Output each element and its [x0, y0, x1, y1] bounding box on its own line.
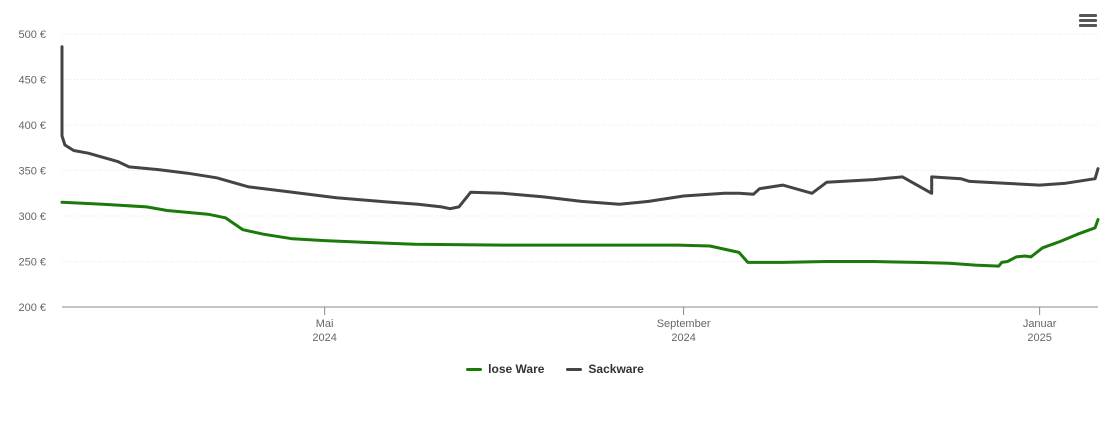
y-tick-label: 500 €	[18, 29, 46, 41]
y-tick-label: 400 €	[18, 120, 46, 132]
series-line-sackware	[60, 45, 1100, 211]
y-tick-label: 300 €	[18, 211, 46, 223]
legend-swatch-lose-ware	[466, 367, 483, 371]
x-axis-labels: Mai 2024 September 2024 Januar 2025	[312, 307, 1057, 344]
y-axis-labels: 200 € 250 € 300 € 350 € 400 € 450 € 500 €	[18, 29, 46, 314]
hamburger-menu-icon[interactable]	[1078, 12, 1098, 32]
chart-legend: lose Ware Sackware	[0, 362, 1110, 376]
y-tick-label: 250 €	[18, 257, 46, 269]
legend-swatch-sackware	[566, 367, 583, 371]
series-line-lose-ware	[60, 200, 1100, 268]
y-tick-label: 200 €	[18, 302, 46, 314]
legend-label-sackware: Sackware	[588, 362, 644, 376]
x-tick-label: 2025	[1027, 332, 1051, 344]
legend-item-lose-ware[interactable]: lose Ware	[466, 362, 544, 376]
x-tick-label: September	[657, 318, 711, 330]
y-tick-label: 450 €	[18, 75, 46, 87]
x-tick-label: Mai	[316, 318, 334, 330]
legend-label-lose-ware: lose Ware	[488, 362, 545, 376]
y-tick-label: 350 €	[18, 166, 46, 178]
x-tick-label: Januar	[1023, 318, 1057, 330]
series-lines	[60, 45, 1100, 268]
x-tick-label: 2024	[312, 332, 336, 344]
grid-lines	[62, 33, 1098, 262]
legend-item-sackware[interactable]: Sackware	[566, 362, 644, 376]
x-tick-label: 2024	[671, 332, 695, 344]
